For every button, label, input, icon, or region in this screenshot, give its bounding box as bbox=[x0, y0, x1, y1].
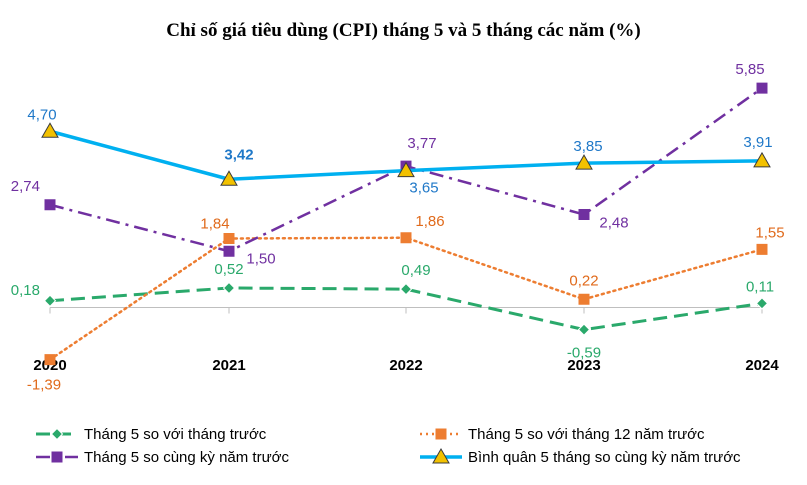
data-label: 1,86 bbox=[415, 213, 444, 230]
data-label: 1,50 bbox=[246, 250, 275, 267]
legend-label: Tháng 5 so cùng kỳ năm trước bbox=[84, 449, 289, 466]
data-point bbox=[222, 281, 236, 295]
data-point bbox=[44, 354, 56, 366]
data-point bbox=[578, 293, 590, 305]
legend-marker bbox=[51, 451, 63, 463]
data-point bbox=[577, 323, 591, 336]
x-tick-label: 2024 bbox=[745, 357, 779, 374]
x-tick-label: 2021 bbox=[212, 357, 245, 374]
data-label: 1,84 bbox=[200, 216, 229, 233]
data-point bbox=[578, 209, 590, 220]
data-label: 3,77 bbox=[407, 135, 436, 152]
data-point bbox=[223, 245, 235, 257]
data-point bbox=[756, 82, 768, 94]
data-point bbox=[756, 243, 768, 255]
data-point bbox=[44, 199, 56, 211]
series-line bbox=[48, 236, 764, 361]
data-label: 0,18 bbox=[11, 282, 40, 299]
data-label: 0,22 bbox=[569, 272, 598, 289]
data-point bbox=[399, 282, 413, 296]
x-tick-label: 2022 bbox=[389, 357, 422, 374]
legend-label: Bình quân 5 tháng so cùng kỳ năm trước bbox=[468, 449, 741, 466]
data-label: 0,49 bbox=[401, 262, 430, 279]
data-point bbox=[41, 122, 59, 138]
legend-marker bbox=[432, 447, 450, 464]
chart-title: Chỉ số giá tiêu dùng (CPI) tháng 5 và 5 … bbox=[166, 20, 641, 41]
legend-marker bbox=[50, 427, 64, 441]
data-label: -0,59 bbox=[567, 345, 601, 362]
data-point bbox=[223, 233, 235, 244]
data-point bbox=[397, 161, 415, 178]
data-label: 4,70 bbox=[27, 106, 56, 123]
data-point bbox=[43, 294, 57, 307]
series-line bbox=[49, 286, 763, 332]
data-label: 0,52 bbox=[214, 261, 243, 278]
x-tick-label: 2020 bbox=[33, 357, 66, 374]
data-point bbox=[575, 154, 593, 170]
data-label: 3,91 bbox=[743, 134, 772, 151]
data-label: 2,74 bbox=[11, 178, 40, 195]
data-label: 5,85 bbox=[735, 61, 764, 78]
data-label: 3,85 bbox=[573, 138, 602, 155]
x-tick-label: 2023 bbox=[567, 357, 600, 374]
data-point bbox=[753, 151, 771, 168]
data-label: 3,65 bbox=[409, 180, 438, 197]
data-label: -1,39 bbox=[27, 377, 61, 394]
data-label: 1,55 bbox=[755, 224, 784, 241]
legend-marker bbox=[435, 428, 447, 440]
legend-label: Tháng 5 so với tháng trước bbox=[84, 426, 267, 443]
data-point bbox=[220, 170, 238, 186]
data-label: 2,48 bbox=[599, 215, 628, 232]
data-point bbox=[400, 232, 412, 244]
data-label: 0,11 bbox=[746, 278, 774, 295]
legend-label: Tháng 5 so với tháng 12 năm trước bbox=[468, 426, 705, 443]
data-label: 3,42 bbox=[224, 146, 253, 163]
data-point bbox=[755, 297, 769, 310]
